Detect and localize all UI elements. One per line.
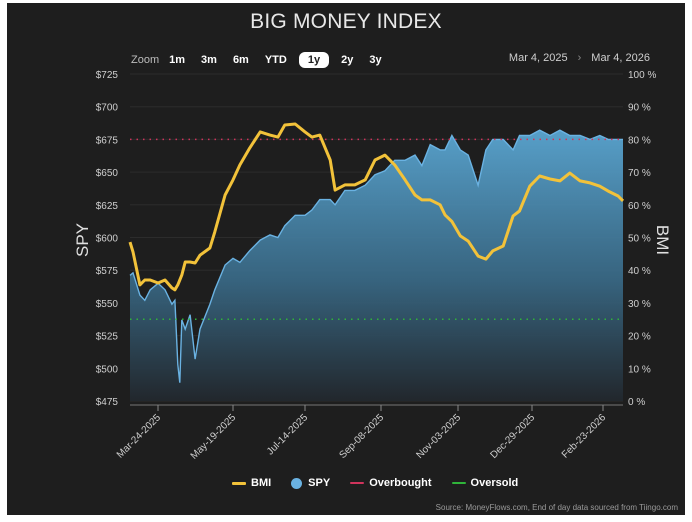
y-tick-right: 90 %	[628, 103, 651, 114]
zoom-3y-button[interactable]: 3y	[369, 54, 382, 66]
y-tick-left: $600	[96, 234, 119, 245]
spy-area	[130, 130, 623, 401]
zoom-6m-button[interactable]: 6m	[232, 54, 249, 66]
y-tick-right: 80 %	[628, 135, 651, 146]
y-tick-left: $500	[96, 364, 119, 375]
range-from-input[interactable]: Mar 4, 2025	[508, 52, 568, 64]
legend: BMI SPY Overbought Oversold	[232, 477, 538, 489]
x-tick-label: May-19-2025	[189, 412, 239, 462]
zoom-2y-button[interactable]: 2y	[341, 54, 354, 66]
zoom-3m-button[interactable]: 3m	[201, 54, 217, 66]
legend-item-spy[interactable]: SPY	[291, 477, 330, 489]
y-tick-right: 40 %	[628, 266, 651, 277]
y-tick-left: $525	[96, 332, 119, 343]
x-axis: Mar-24-2025 May-19-2025 Jul-14-2025 Sep-08-…	[115, 405, 609, 462]
legend-item-bmi[interactable]: BMI	[232, 477, 271, 489]
x-tick-label: Jul-14-2025	[265, 412, 310, 457]
y-axis-left: $475 $500 $525 $550 $575 $600 $625 $650 $675 $700…	[96, 70, 119, 408]
y-tick-right: 10 %	[628, 364, 651, 375]
legend-item-overbought[interactable]: Overbought	[350, 477, 432, 489]
y-tick-left: $550	[96, 299, 119, 310]
bmi-line	[128, 122, 625, 292]
date-range: Mar 4, 2025 › Mar 4, 2026	[509, 52, 650, 64]
bmi-swatch-icon	[232, 481, 246, 485]
bmi-axis-title: BMI	[653, 225, 672, 255]
zoom-controls: Zoom 1m 3m 6m YTD 1y 2y 3y	[131, 52, 398, 68]
y-tick-left: $700	[96, 103, 119, 114]
x-tick-label: Nov-03-2025	[414, 412, 463, 461]
overbought-swatch-icon	[350, 482, 365, 484]
x-tick-label: Mar-24-2025	[115, 412, 164, 461]
legend-label: Oversold	[470, 477, 519, 489]
y-tick-right: 50 %	[628, 234, 651, 245]
x-tick-label: Feb-23-2026	[560, 412, 609, 461]
x-tick-label: Dec-29-2025	[488, 412, 537, 461]
zoom-1m-button[interactable]: 1m	[169, 54, 186, 66]
legend-label: SPY	[308, 477, 331, 489]
zoom-label: Zoom	[131, 54, 160, 66]
legend-label: Overbought	[369, 477, 432, 489]
y-tick-left: $725	[96, 70, 119, 81]
zoom-1y-button[interactable]: 1y	[298, 52, 330, 68]
zoom-ytd-button[interactable]: YTD	[264, 54, 287, 66]
source-note: Source: MoneyFlows.com, End of day data …	[435, 503, 678, 512]
legend-label: BMI	[251, 477, 272, 489]
spy-swatch-icon	[291, 477, 303, 489]
oversold-swatch-icon	[451, 482, 466, 484]
y-tick-left: $650	[96, 168, 119, 179]
spy-line	[129, 129, 623, 383]
legend-item-oversold[interactable]: Oversold	[451, 477, 519, 489]
y-tick-left: $675	[96, 135, 119, 146]
range-to-input[interactable]: Mar 4, 2026	[591, 52, 650, 64]
y-tick-right: 20 %	[628, 332, 651, 343]
y-tick-right: 60 %	[628, 201, 651, 212]
range-separator-icon: ›	[577, 52, 582, 64]
y-tick-right: 0 %	[628, 397, 645, 408]
y-tick-left: $575	[96, 266, 119, 277]
y-tick-right: 70 %	[628, 168, 651, 179]
y-tick-left: $475	[96, 397, 119, 408]
x-tick-label: Sep-08-2025	[337, 412, 386, 461]
y-tick-right: 30 %	[628, 299, 651, 310]
spy-axis-title: SPY	[73, 223, 92, 257]
chart-title: BIG MONEY INDEX	[250, 10, 442, 33]
y-tick-right: 100 %	[628, 70, 656, 81]
y-tick-left: $625	[96, 201, 119, 212]
y-axis-right: 0 % 10 % 20 % 30 % 40 % 50 % 60 % 70 % 80 % 90 % 1…	[628, 70, 656, 408]
